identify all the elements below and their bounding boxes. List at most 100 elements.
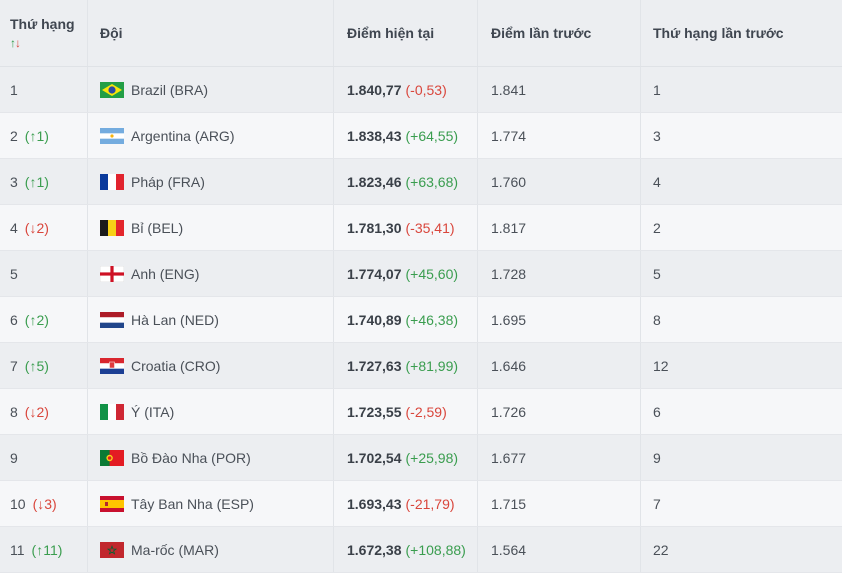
- previous-rank-value: 1: [653, 81, 661, 98]
- sort-icon[interactable]: ↑↓: [10, 36, 21, 50]
- netherlands-flag-icon: [100, 311, 124, 328]
- current-points-value: 1.693,43: [347, 495, 402, 512]
- previous-rank-cell: 9: [641, 435, 842, 480]
- current-points-value: 1.781,30: [347, 219, 402, 236]
- rank-change: (↓2): [24, 403, 49, 420]
- team-cell: Hà Lan (NED): [88, 297, 334, 342]
- previous-points-cell: 1.774: [478, 113, 641, 158]
- previous-rank-cell: 4: [641, 159, 842, 204]
- rank-value: 1: [10, 81, 18, 98]
- rank-cell: 4 (↓2): [0, 205, 88, 250]
- points-delta: (+108,88): [405, 541, 466, 558]
- rank-change: (↑5): [24, 357, 49, 374]
- previous-points-cell: 1.677: [478, 435, 641, 480]
- team-name: Hà Lan (NED): [131, 311, 219, 328]
- previous-rank-cell: 3: [641, 113, 842, 158]
- france-flag-icon: [100, 173, 124, 190]
- previous-points-header: Điểm lần trước: [478, 0, 641, 66]
- rank-header-label: Thứ hạng: [10, 16, 75, 32]
- team-header: Đội: [88, 0, 334, 66]
- previous-points-value: 1.677: [491, 449, 527, 466]
- previous-points-value: 1.760: [491, 173, 527, 190]
- team-cell: Bỉ (BEL): [88, 205, 334, 250]
- rank-value: 2: [10, 127, 18, 144]
- previous-points-cell: 1.760: [478, 159, 641, 204]
- italy-flag-icon: [100, 403, 124, 420]
- table-row-7: 7 (↑5) Croatia (CRO) 1.727,63 (+81,99) 1…: [0, 343, 842, 389]
- rank-cell: 7 (↑5): [0, 343, 88, 388]
- table-header: Thứ hạng ↑↓ Đội Điểm hiện tại Điểm lần t…: [0, 0, 842, 67]
- points-delta: (+25,98): [405, 449, 459, 466]
- points-delta: (+46,38): [405, 311, 459, 328]
- rank-value: 7: [10, 357, 18, 374]
- previous-rank-value: 2: [653, 219, 661, 236]
- rank-change: (↑1): [24, 127, 49, 144]
- previous-rank-header-label: Thứ hạng lần trước: [653, 25, 784, 41]
- previous-points-header-label: Điểm lần trước: [491, 25, 592, 41]
- current-points-cell: 1.823,46 (+63,68): [334, 159, 478, 204]
- team-cell: Anh (ENG): [88, 251, 334, 296]
- points-delta: (-2,59): [405, 403, 447, 420]
- rank-value: 5: [10, 265, 18, 282]
- rank-cell: 10 (↓3): [0, 481, 88, 526]
- previous-points-value: 1.728: [491, 265, 527, 282]
- previous-points-cell: 1.646: [478, 343, 641, 388]
- current-points-cell: 1.840,77 (-0,53): [334, 67, 478, 112]
- current-points-value: 1.740,89: [347, 311, 402, 328]
- morocco-flag-icon: [100, 541, 124, 558]
- previous-rank-cell: 7: [641, 481, 842, 526]
- rank-cell: 9: [0, 435, 88, 480]
- team-header-label: Đội: [100, 25, 123, 41]
- team-name: Tây Ban Nha (ESP): [131, 495, 254, 512]
- team-name: Croatia (CRO): [131, 357, 221, 374]
- rank-cell: 2 (↑1): [0, 113, 88, 158]
- current-points-cell: 1.672,38 (+108,88): [334, 527, 478, 572]
- previous-rank-value: 6: [653, 403, 661, 420]
- rank-cell: 5: [0, 251, 88, 296]
- table-body: 1 Brazil (BRA) 1.840,77 (-0,53) 1.841 1 …: [0, 67, 842, 573]
- previous-points-value: 1.817: [491, 219, 527, 236]
- current-points-cell: 1.774,07 (+45,60): [334, 251, 478, 296]
- rank-header[interactable]: Thứ hạng ↑↓: [0, 0, 88, 66]
- team-cell: Ý (ITA): [88, 389, 334, 434]
- rank-change: (↓2): [24, 219, 49, 236]
- current-points-cell: 1.740,89 (+46,38): [334, 297, 478, 342]
- table-row-6: 6 (↑2) Hà Lan (NED) 1.740,89 (+46,38) 1.…: [0, 297, 842, 343]
- previous-rank-cell: 1: [641, 67, 842, 112]
- previous-points-cell: 1.695: [478, 297, 641, 342]
- table-row-11: 11 (↑11) Ma-rốc (MAR) 1.672,38 (+108,88)…: [0, 527, 842, 573]
- current-points-header: Điểm hiện tại: [334, 0, 478, 66]
- current-points-value: 1.823,46: [347, 173, 402, 190]
- points-delta: (-0,53): [405, 81, 447, 98]
- previous-points-value: 1.726: [491, 403, 527, 420]
- current-points-cell: 1.781,30 (-35,41): [334, 205, 478, 250]
- table-row-1: 1 Brazil (BRA) 1.840,77 (-0,53) 1.841 1: [0, 67, 842, 113]
- points-delta: (+64,55): [405, 127, 459, 144]
- current-points-cell: 1.838,43 (+64,55): [334, 113, 478, 158]
- current-points-value: 1.727,63: [347, 357, 402, 374]
- previous-rank-cell: 22: [641, 527, 842, 572]
- previous-points-value: 1.715: [491, 495, 527, 512]
- previous-rank-cell: 12: [641, 343, 842, 388]
- previous-points-value: 1.695: [491, 311, 527, 328]
- previous-rank-value: 9: [653, 449, 661, 466]
- rank-cell: 8 (↓2): [0, 389, 88, 434]
- team-cell: Ma-rốc (MAR): [88, 527, 334, 572]
- rank-value: 4: [10, 219, 18, 236]
- previous-points-cell: 1.841: [478, 67, 641, 112]
- current-points-cell: 1.702,54 (+25,98): [334, 435, 478, 480]
- current-points-cell: 1.693,43 (-21,79): [334, 481, 478, 526]
- rank-cell: 11 (↑11): [0, 527, 88, 572]
- points-delta: (+63,68): [405, 173, 459, 190]
- team-name: Ma-rốc (MAR): [131, 541, 219, 558]
- points-delta: (-21,79): [405, 495, 455, 512]
- argentina-flag-icon: [100, 127, 124, 144]
- team-name: Brazil (BRA): [131, 81, 209, 98]
- current-points-value: 1.702,54: [347, 449, 402, 466]
- team-cell: Brazil (BRA): [88, 67, 334, 112]
- rank-value: 9: [10, 449, 18, 466]
- team-name: Pháp (FRA): [131, 173, 205, 190]
- previous-rank-value: 4: [653, 173, 661, 190]
- previous-rank-value: 8: [653, 311, 661, 328]
